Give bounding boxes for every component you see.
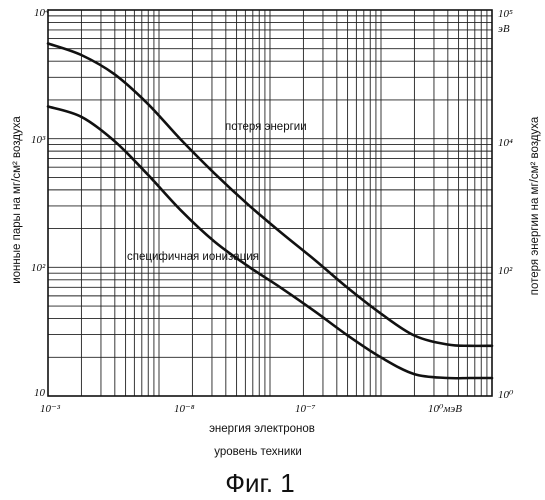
x-axis-sublabel: уровень техники <box>214 446 302 458</box>
y-right-tick-label: 10⁴ <box>498 137 513 149</box>
y-left-tick-label: 10³ <box>31 134 46 146</box>
series-label-specific-ionization: специфичная ионизация <box>127 251 259 263</box>
x-tick-label: 10⁻³ <box>40 403 61 415</box>
figure-caption: Фиг. 1 <box>225 468 295 498</box>
y-left-tick-label: 10² <box>31 262 46 274</box>
y-right-unit-label: эВ <box>498 23 510 35</box>
x-tick-label: 10⁻⁸ <box>174 403 195 415</box>
x-tick-label: 10⁻⁷ <box>295 403 316 415</box>
y-right-tick-label: 10² <box>498 265 513 277</box>
y-left-tick-label: 10 <box>34 387 46 399</box>
series-label-energy-loss: потеря энергии <box>225 121 307 133</box>
y-right-axis-label: потеря энергии на мг/см² воздуха <box>529 116 541 295</box>
y-left-axis-label: ионные пары на мг/см² воздуха <box>11 116 23 284</box>
x-tick-label: 10⁰мэВ <box>428 403 462 415</box>
y-right-tick-label: 10⁵ <box>498 8 513 20</box>
grid <box>48 10 492 396</box>
y-left-tick-label: 10⁴ <box>34 7 49 19</box>
y-right-tick-label: 10⁰ <box>498 389 514 401</box>
x-axis-label: энергия электронов <box>209 423 315 435</box>
